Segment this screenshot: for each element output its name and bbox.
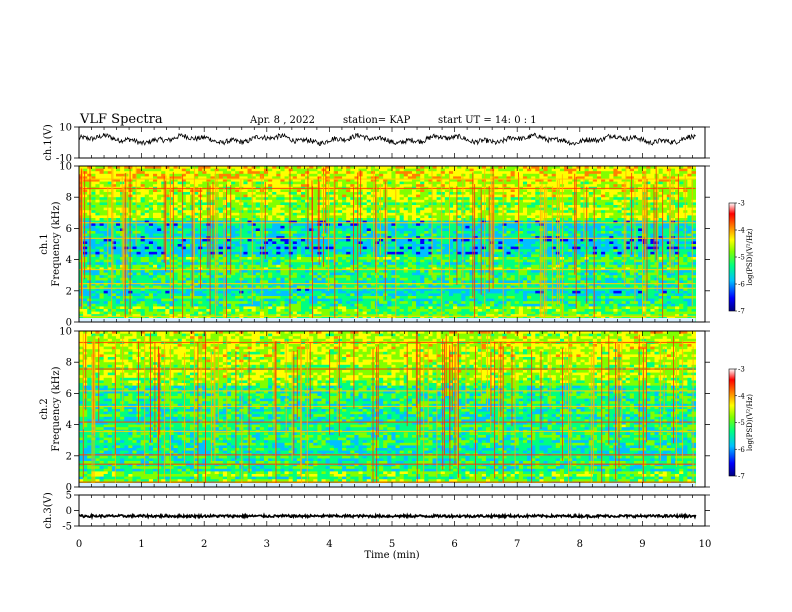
- ch1-spectrogram-panel: 0 2 4 6 8 10 ch.1 Frequency (kHz): [39, 162, 710, 329]
- x-tick-label: 3: [264, 539, 270, 550]
- observation-date: Apr. 8 , 2022: [249, 115, 315, 126]
- y-tick-label: 0: [66, 483, 72, 494]
- y-tick-label: 10: [59, 327, 72, 338]
- time-axis: 0 1 2 3 4 5 6 7 8 9 10: [76, 539, 712, 550]
- waveform-trace: [78, 512, 697, 521]
- colorbar-tick-label: -3: [738, 366, 745, 374]
- colorbar-tick-label: -5: [738, 419, 745, 427]
- figure-title: VLF Spectra: [79, 112, 163, 127]
- x-tick-label: 7: [514, 539, 520, 550]
- x-tick-label: 0: [76, 539, 82, 550]
- y-axis-label: ch.1: [39, 233, 50, 255]
- y-tick-label: -5: [62, 522, 72, 533]
- colorbar-tick-label: -5: [738, 254, 745, 262]
- x-axis-label: Time (min): [364, 550, 419, 561]
- ch3-waveform-panel: 5 0 -5 ch.3(V): [43, 491, 710, 533]
- colorbar-tick-label: -7: [738, 308, 745, 316]
- y-axis-label: ch.1(V): [43, 124, 54, 161]
- y-tick-label: 0: [66, 506, 72, 517]
- y-tick-label: 4: [66, 255, 72, 266]
- x-tick-label: 9: [639, 539, 645, 550]
- y-axis-label: ch.2: [39, 398, 50, 420]
- colorbar-tick-label: -4: [738, 227, 745, 235]
- colorbar-tick-label: -4: [738, 392, 745, 400]
- y-tick-label: 6: [66, 389, 72, 400]
- y-tick-label: 10: [59, 162, 72, 173]
- colorbar-tick-label: -6: [738, 281, 745, 289]
- start-time: start UT = 14: 0 : 1: [438, 115, 537, 126]
- y-tick-label: 10: [59, 123, 72, 134]
- spectrogram-image: [79, 166, 697, 322]
- x-tick-label: 10: [699, 539, 712, 550]
- ch2-spectrogram-panel: 0 2 4 6 8 10 ch.2 Frequency (kHz): [39, 327, 710, 494]
- y-tick-label: 5: [66, 491, 72, 502]
- y-axis-label: Frequency (kHz): [51, 366, 62, 451]
- y-tick-label: 6: [66, 224, 72, 235]
- y-tick-label: 8: [66, 193, 72, 204]
- y-tick-label: 2: [66, 451, 72, 462]
- x-tick-label: 5: [389, 539, 395, 550]
- y-axis-label: Frequency (kHz): [51, 201, 62, 286]
- colorbar-scale: [728, 202, 736, 312]
- x-tick-label: 4: [326, 539, 332, 550]
- spectrogram-image: [79, 331, 697, 487]
- colorbar-tick-label: -6: [738, 446, 745, 454]
- y-tick-label: 8: [66, 358, 72, 369]
- waveform-trace: [78, 132, 696, 147]
- x-tick-label: 2: [201, 539, 207, 550]
- colorbar-label: log(PSD)(V²/Hz): [746, 394, 754, 451]
- ch2-colorbar: -3 -4 -5 -6 -7 log(PSD)(V²/Hz): [728, 366, 754, 481]
- colorbar-tick-label: -7: [738, 473, 745, 481]
- ch1-colorbar: -3 -4 -5 -6 -7 log(PSD)(V²/Hz): [728, 200, 754, 316]
- y-tick-label: 4: [66, 420, 72, 431]
- x-tick-label: 8: [577, 539, 583, 550]
- station-name: station= KAP: [343, 115, 411, 126]
- x-tick-label: 1: [138, 539, 144, 550]
- y-tick-label: 2: [66, 286, 72, 297]
- y-axis-label: ch.3(V): [43, 492, 54, 529]
- y-tick-label: 0: [66, 318, 72, 329]
- colorbar-tick-label: -3: [738, 200, 745, 208]
- colorbar-label: log(PSD)(V²/Hz): [746, 228, 754, 285]
- x-tick-label: 6: [451, 539, 457, 550]
- colorbar-scale: [728, 368, 736, 477]
- y-tick-label: -10: [56, 154, 72, 165]
